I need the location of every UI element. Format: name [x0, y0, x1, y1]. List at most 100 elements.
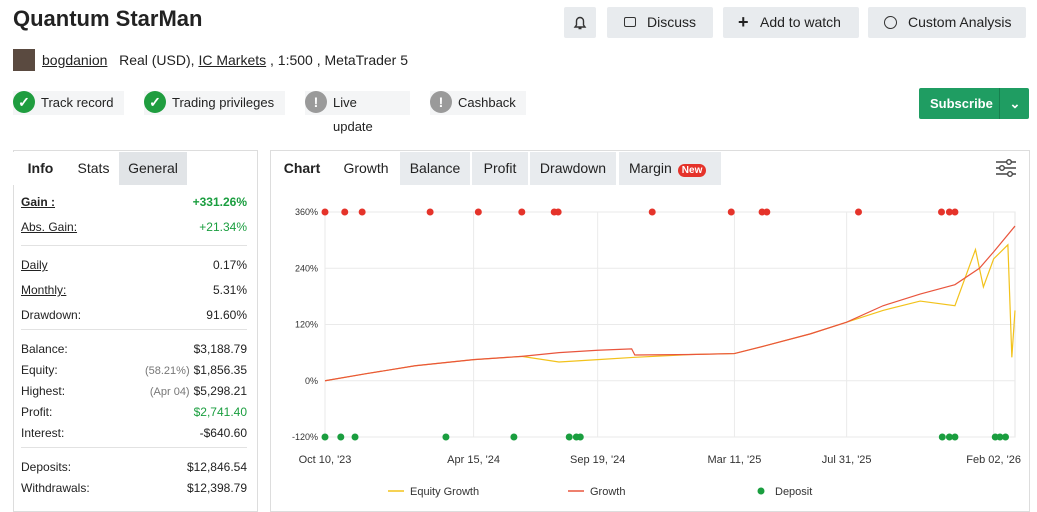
x-tick-label: Jul 31, '25: [822, 454, 872, 466]
event-dot: [945, 433, 953, 441]
stat-value: $12,398.79: [187, 479, 247, 497]
stat-value: 5.31%: [213, 281, 247, 299]
event-dot: [518, 208, 526, 216]
y-tick-label: 0%: [305, 376, 318, 386]
user-link[interactable]: bogdanion: [42, 52, 108, 68]
stat-row: Equity: (58.21%) $1,856.35: [21, 361, 247, 379]
event-dot: [951, 433, 959, 441]
badge: Cashback!: [430, 91, 526, 115]
tab-label: Chart: [283, 160, 321, 176]
tab[interactable]: Balance: [400, 152, 470, 185]
button-label: Discuss: [647, 14, 697, 30]
stat-label: Interest:: [21, 426, 65, 440]
stat-number: +331.26%: [192, 195, 247, 209]
stat-row: Interest: -$640.60: [21, 424, 247, 442]
legend-label: Growth: [590, 486, 625, 498]
event-dot: [855, 208, 863, 216]
account-line: bogdanion Real (USD), IC Markets , 1:500…: [42, 52, 408, 68]
event-dot: [554, 208, 562, 216]
x-tick-label: Feb 02, '26: [966, 454, 1021, 466]
stat-note: (Apr 04): [149, 386, 190, 398]
bell-button[interactable]: [564, 7, 596, 38]
stat-label: Highest:: [21, 384, 66, 398]
stat-number: 91.60%: [206, 308, 247, 322]
event-dot: [337, 433, 345, 441]
event-dot: [442, 433, 450, 441]
settings-icon[interactable]: [994, 157, 1018, 179]
badge-icon: ✓: [13, 91, 35, 113]
event-dot: [474, 208, 482, 216]
series-line: [324, 243, 1016, 382]
stat-number: $12,846.54: [186, 460, 247, 474]
badge: Track record ✓: [13, 91, 124, 115]
y-tick-label: 240%: [295, 263, 318, 273]
stat-label: Monthly:: [21, 283, 67, 297]
stat-number: $1,856.35: [193, 363, 247, 377]
stat-number: 5.31%: [212, 283, 247, 297]
event-dot: [727, 208, 735, 216]
stat-row: Gain : +331.26%: [21, 193, 247, 211]
x-tick-label: Oct 10, '23: [299, 454, 352, 466]
tab[interactable]: Info: [13, 152, 68, 185]
event-dot: [358, 208, 366, 216]
event-dot: [937, 208, 945, 216]
event-dot: [951, 208, 959, 216]
stat-number: -$640.60: [199, 426, 247, 440]
stat-number: $3,188.79: [193, 342, 247, 356]
stat-row: Daily 0.17%: [21, 256, 247, 274]
event-dot: [565, 433, 573, 441]
button-label: Custom Analysis: [908, 14, 1012, 30]
watch-button[interactable]: + Add to watch: [723, 7, 859, 38]
stat-row: Highest: (Apr 04) $5,298.21: [21, 382, 247, 400]
tab[interactable]: Stats: [68, 152, 119, 185]
tab[interactable]: General: [119, 152, 187, 185]
event-dot: [321, 433, 329, 441]
stat-value: +21.34%: [199, 218, 247, 236]
stat-value: 0.17%: [213, 256, 247, 274]
stat-label: Abs. Gain:: [21, 220, 78, 234]
event-dot: [510, 433, 518, 441]
account-details: , 1:500 , MetaTrader 5: [270, 52, 409, 68]
tab[interactable]: Drawdown: [530, 152, 616, 185]
account-type: Real (USD),: [119, 52, 195, 68]
button-label: Add to watch: [760, 14, 841, 30]
stat-label: Deposits:: [21, 460, 72, 474]
stat-label: Balance:: [21, 342, 68, 356]
stat-value: (Apr 04) $5,298.21: [150, 382, 247, 401]
stat-number: $12,398.79: [186, 481, 247, 495]
event-dot: [426, 208, 434, 216]
stat-value: (58.21%) $1,856.35: [145, 361, 247, 380]
y-tick-label: 120%: [295, 320, 318, 330]
stat-value: $12,846.54: [187, 458, 247, 476]
tab[interactable]: Profit: [472, 152, 528, 185]
stat-label: Profit:: [21, 405, 53, 419]
title: Quantum StarMan: [13, 6, 203, 31]
tab[interactable]: Margin New: [619, 152, 721, 185]
stat-number: +21.34%: [199, 220, 247, 234]
badge-icon: !: [430, 91, 452, 113]
stat-value: +331.26%: [193, 193, 247, 211]
badge-icon: ✓: [144, 91, 166, 113]
x-tick-label: Apr 15, '24: [447, 454, 500, 466]
broker-link[interactable]: IC Markets: [198, 52, 267, 68]
tab[interactable]: Growth: [333, 152, 399, 185]
y-tick-label: -120%: [292, 432, 318, 442]
stat-value: 91.60%: [206, 306, 247, 324]
stat-label: Drawdown:: [21, 308, 82, 322]
stat-value: $3,188.79: [194, 340, 247, 358]
stat-value: $2,741.40: [194, 403, 247, 421]
event-dot: [351, 433, 359, 441]
tab-label: Profit: [483, 160, 517, 176]
tab[interactable]: Chart: [271, 152, 333, 185]
stat-row: Abs. Gain: +21.34%: [21, 218, 247, 236]
stat-label: Withdrawals:: [21, 481, 90, 495]
legend-swatch: [757, 487, 765, 495]
stat-label: Daily: [21, 258, 48, 272]
analysis-button[interactable]: Custom Analysis: [868, 7, 1026, 38]
divider: [21, 447, 247, 448]
subscribe-button[interactable]: Subscribe ⌄: [919, 88, 1029, 119]
stat-number: $2,741.40: [193, 405, 247, 419]
series-line: [324, 225, 1016, 382]
y-tick-label: 360%: [295, 207, 318, 217]
discuss-button[interactable]: Discuss: [607, 7, 713, 38]
